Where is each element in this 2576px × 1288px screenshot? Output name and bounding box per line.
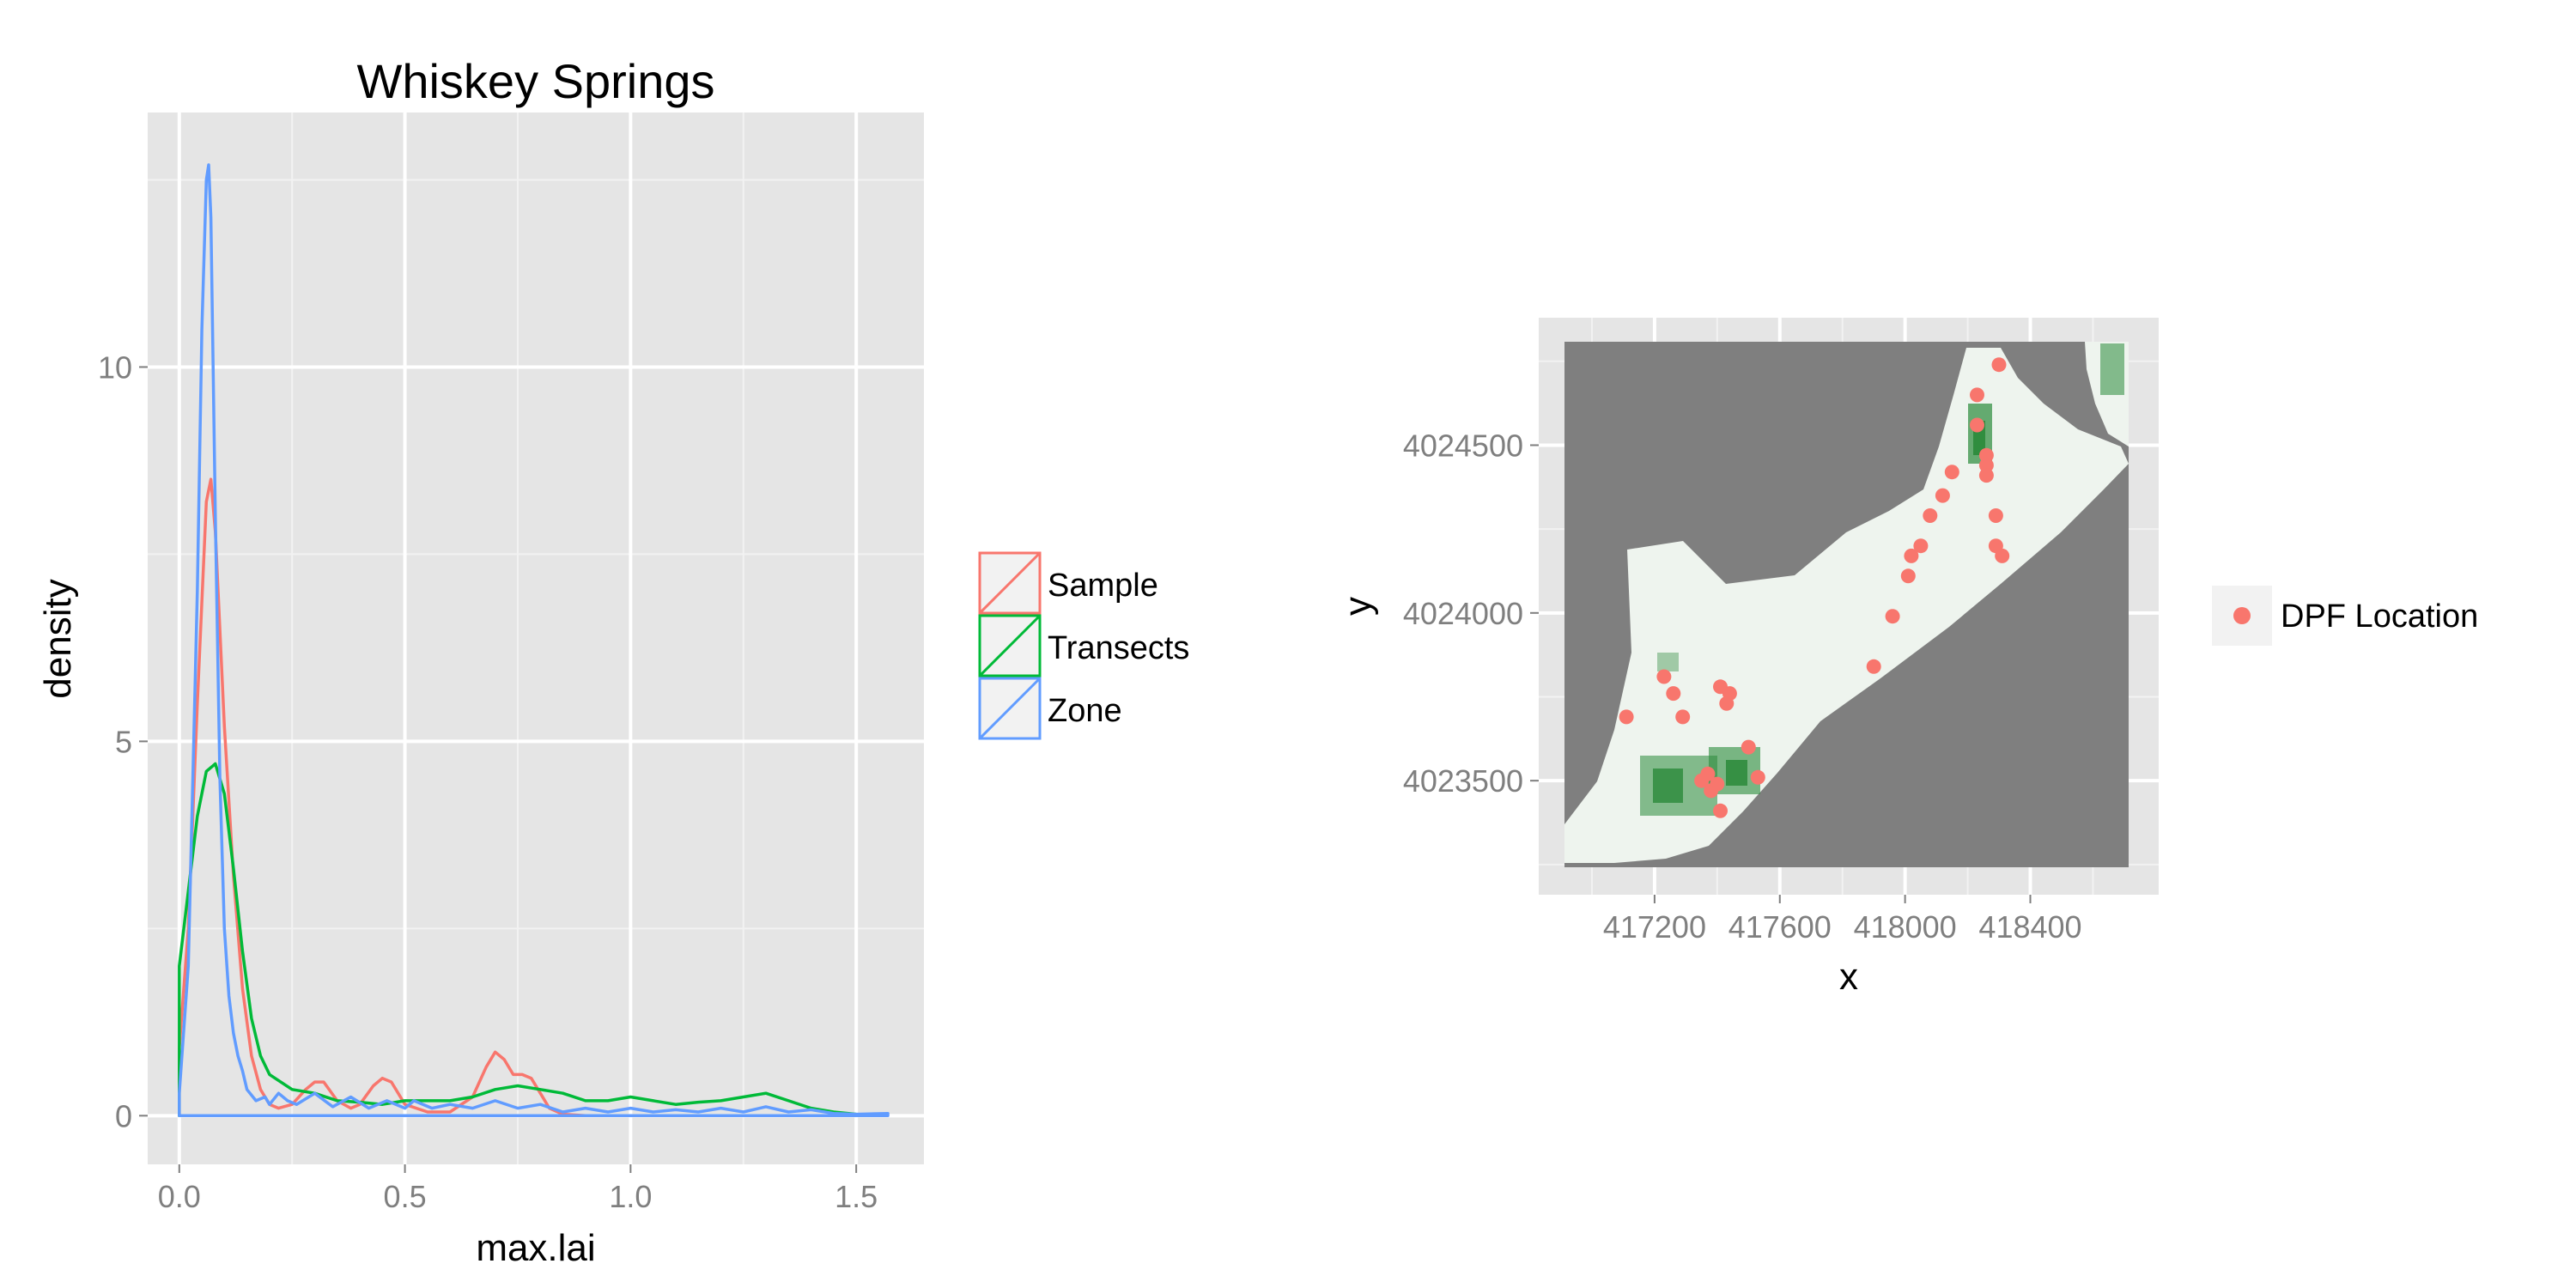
legend-key-line-sample xyxy=(978,551,1042,615)
legend-label-transects: Transects xyxy=(1048,630,1189,666)
dpf-location-point xyxy=(1904,548,1919,563)
map-x-tick-label: 418000 xyxy=(1854,909,1957,945)
y-tick-label: 0 xyxy=(115,1098,132,1133)
density-y-ticks: 0 5 10 xyxy=(98,349,148,1133)
dpf-location-point xyxy=(1866,659,1881,674)
map-panel: 417200 417600 418000 418400 402350040240004… xyxy=(1337,318,2478,998)
density-panel: 0.0 0.5 1.0 1.5 0 5 10 Whiskey Springs max.la… xyxy=(37,54,1189,1269)
legend-label-zone: Zone xyxy=(1048,693,1122,729)
dpf-location-point xyxy=(1741,739,1756,755)
dpf-location-point xyxy=(1713,803,1728,818)
map-x-axis-label: x xyxy=(1839,956,1858,998)
legend-label-sample: Sample xyxy=(1048,568,1158,604)
density-line-zone xyxy=(178,163,890,1118)
chart-title: Whiskey Springs xyxy=(356,54,714,108)
raster-high-patch xyxy=(1653,769,1683,803)
raster-high-patch xyxy=(1657,653,1679,671)
dpf-location-point xyxy=(1675,709,1691,725)
dpf-location-point xyxy=(1991,357,2007,373)
dpf-location-point xyxy=(1978,468,1994,483)
x-axis-label: max.lai xyxy=(476,1227,595,1269)
dpf-location-point xyxy=(1694,773,1710,788)
y-tick-label: 10 xyxy=(98,349,132,385)
legend-entry-zone: Zone xyxy=(978,677,1122,740)
legend-key-line-zone xyxy=(978,677,1042,740)
density-grid-minor xyxy=(148,112,924,1164)
map-legend: DPF Location xyxy=(2212,586,2478,646)
map-raster xyxy=(1564,342,2129,867)
map-x-ticks: 417200 417600 418000 418400 xyxy=(1603,895,2082,945)
dpf-location-point xyxy=(1988,508,2003,523)
density-line-sample xyxy=(178,477,587,1118)
legend-label-dpf-location: DPF Location xyxy=(2281,598,2478,635)
map-y-tick-label: 4024000 xyxy=(1403,596,1523,631)
dpf-location-point xyxy=(1719,696,1735,711)
dpf-location-point xyxy=(1913,538,1929,554)
legend-entry-transects: Transects xyxy=(978,614,1189,677)
x-tick-label: 0.5 xyxy=(384,1179,427,1214)
map-x-tick-label: 418400 xyxy=(1978,909,2081,945)
dpf-location-point xyxy=(1970,387,1984,403)
density-plot-background xyxy=(148,112,924,1164)
dpf-location-point xyxy=(1995,548,2010,563)
x-tick-label: 1.0 xyxy=(609,1179,652,1214)
density-x-ticks: 0.0 0.5 1.0 1.5 xyxy=(158,1164,878,1214)
map-x-tick-label: 417600 xyxy=(1728,909,1832,945)
dpf-location-point xyxy=(1978,447,1994,463)
raster-high-patch xyxy=(1726,760,1747,786)
map-y-axis-label: y xyxy=(1337,597,1379,616)
dpf-location-point xyxy=(1970,417,1984,433)
density-legend: Sample Transects Zone xyxy=(978,551,1189,740)
y-tick-label: 5 xyxy=(115,724,132,759)
dpf-location-point xyxy=(1656,669,1672,684)
x-tick-label: 1.5 xyxy=(835,1179,878,1214)
legend-marker-dpf-location xyxy=(2233,607,2251,624)
legend-entry-sample: Sample xyxy=(978,551,1158,615)
dpf-location-point xyxy=(1978,458,1994,473)
legend-key-line-transects xyxy=(978,614,1042,677)
y-axis-label: density xyxy=(37,579,79,698)
raster-high-patch xyxy=(2100,343,2124,395)
map-x-tick-label: 417200 xyxy=(1603,909,1706,945)
dpf-location-point xyxy=(1923,508,1938,523)
map-y-tick-label: 4024500 xyxy=(1403,428,1523,463)
dpf-location-point xyxy=(1885,609,1900,624)
density-line-transects xyxy=(178,762,881,1118)
dpf-location-point xyxy=(1704,783,1719,799)
dpf-location-point xyxy=(1944,465,1959,480)
map-y-ticks: 4023500 4024000 4024500 xyxy=(1403,428,1539,799)
dpf-location-point xyxy=(1619,709,1634,725)
density-series-lines xyxy=(178,163,890,1118)
map-y-tick-label: 4023500 xyxy=(1403,763,1523,799)
dpf-location-point xyxy=(1935,488,1950,503)
map-points xyxy=(1619,357,2010,818)
dpf-location-point xyxy=(1666,686,1681,702)
dpf-location-point xyxy=(1900,568,1916,584)
x-tick-label: 0.0 xyxy=(158,1179,201,1214)
dpf-location-point xyxy=(1750,769,1765,785)
